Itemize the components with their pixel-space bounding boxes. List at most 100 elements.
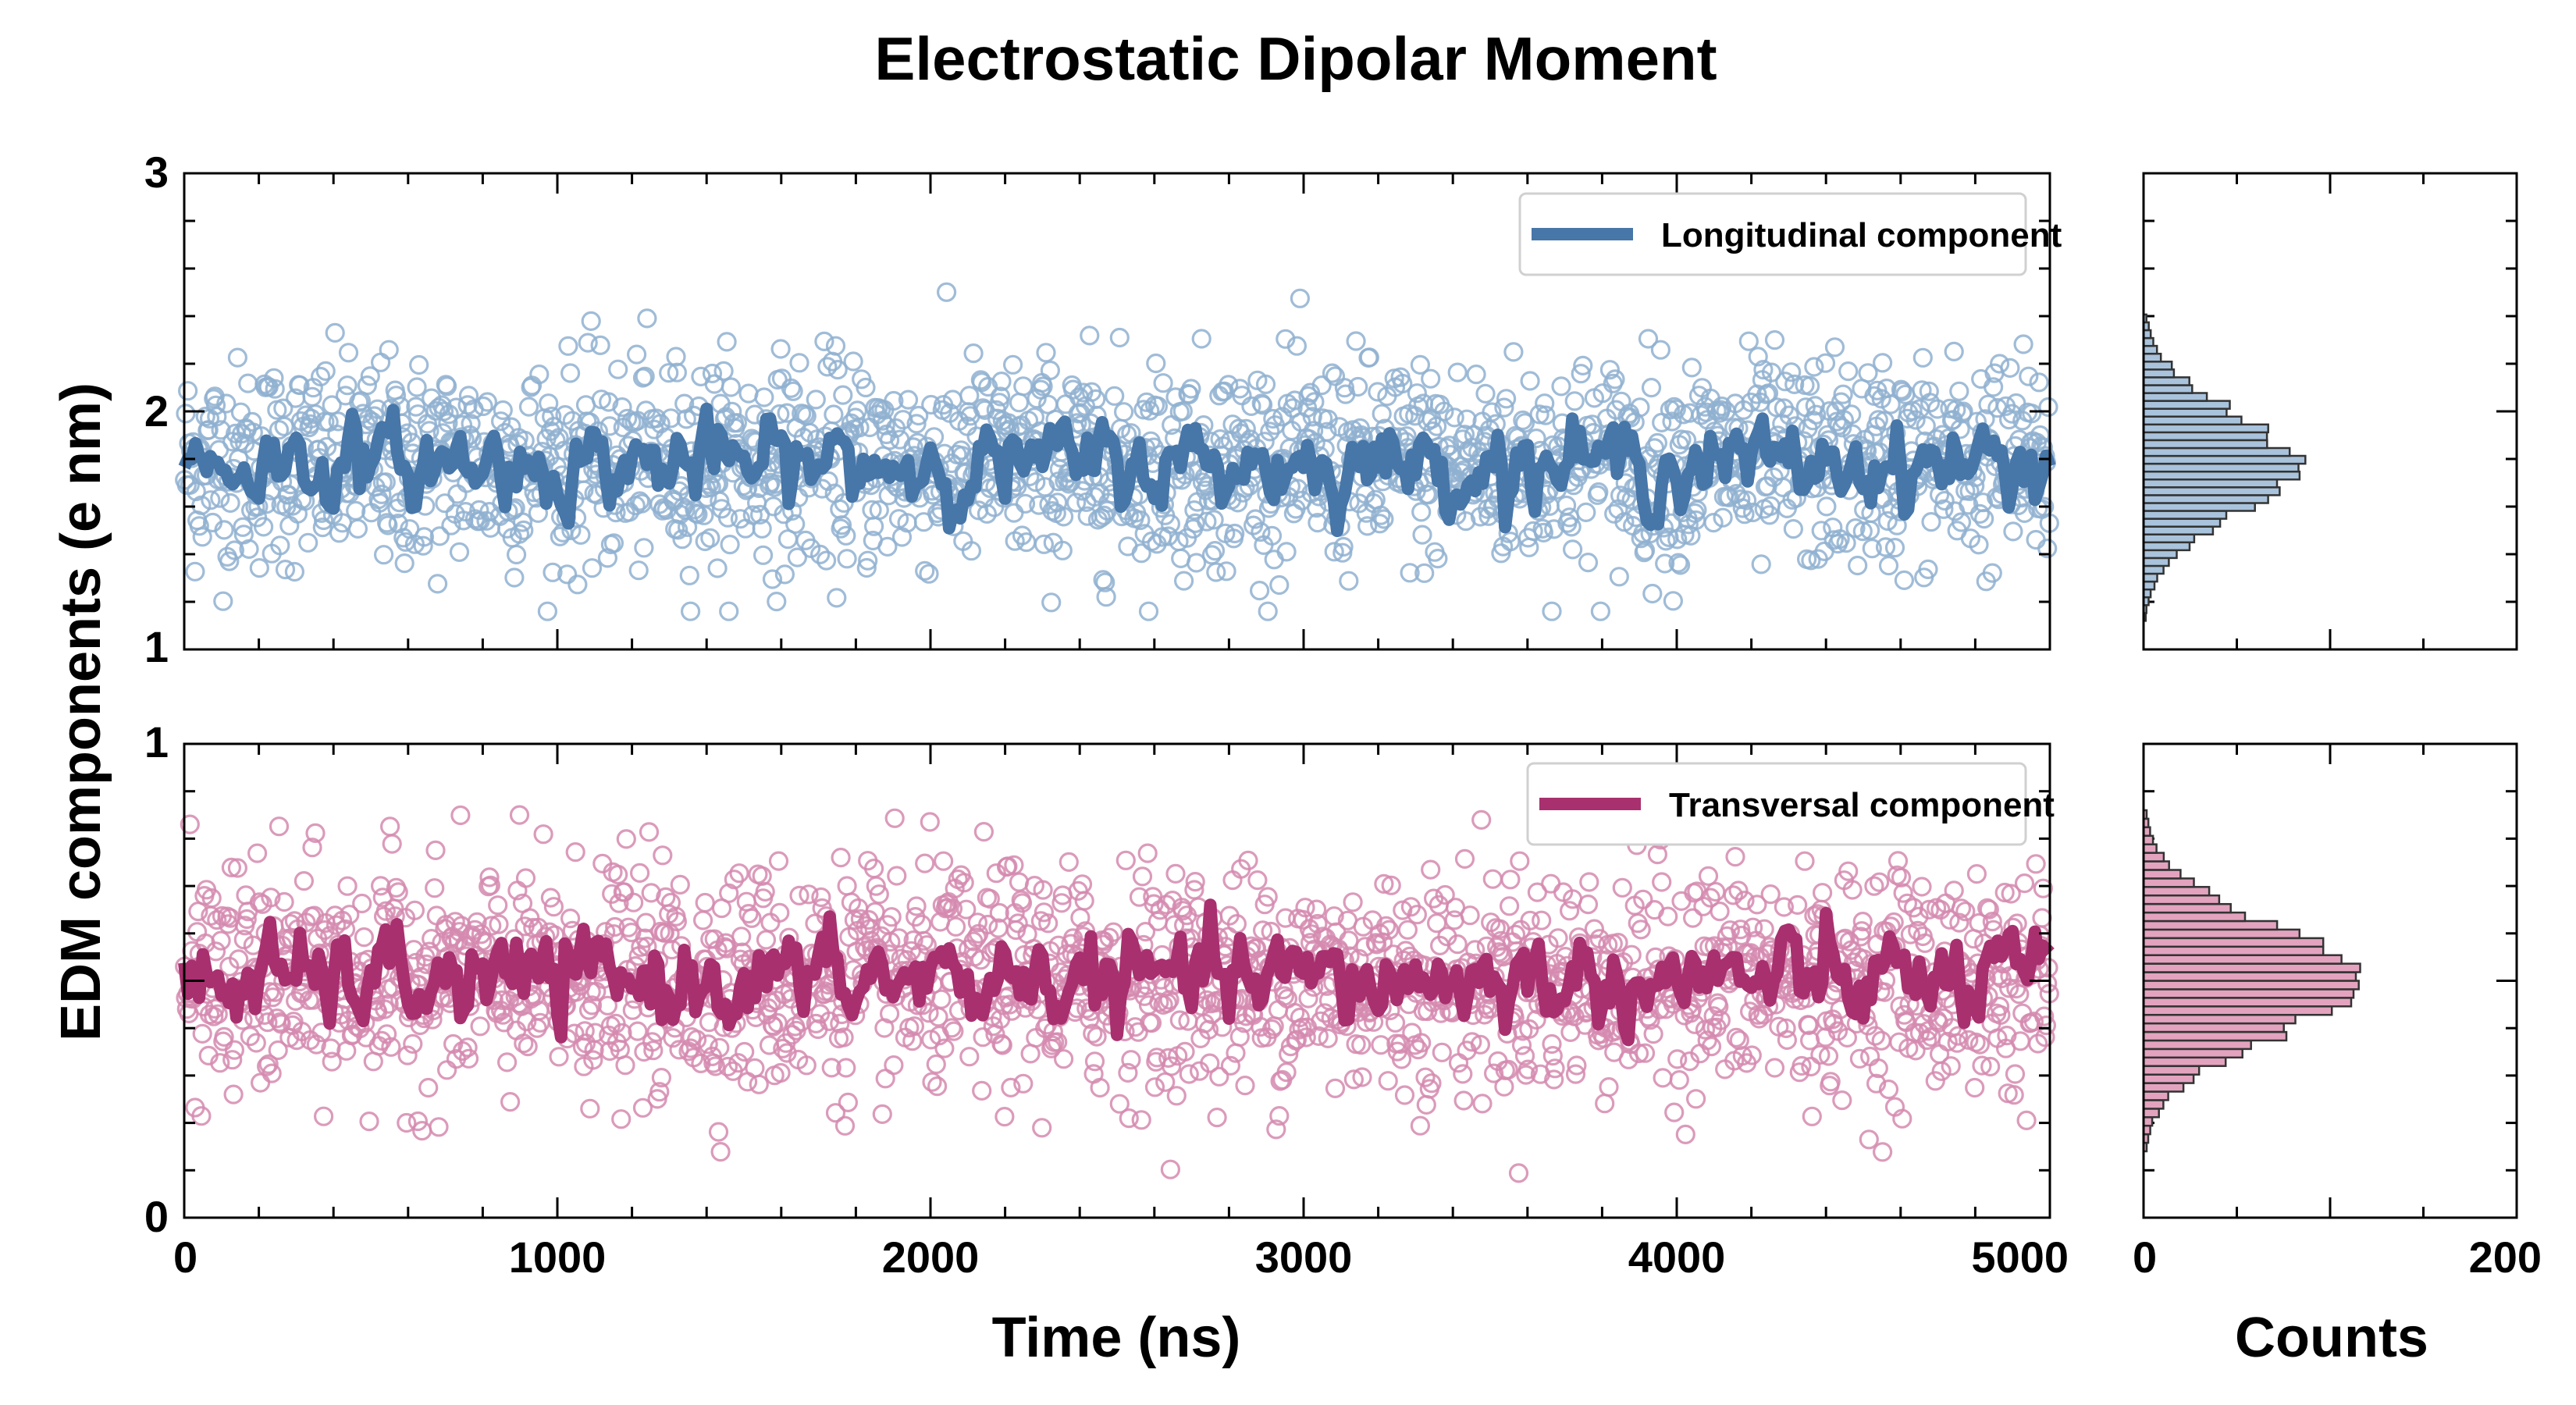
longitudinal-point	[224, 540, 244, 560]
longitudinal-point	[1677, 430, 1697, 450]
transversal-point	[1471, 809, 1492, 831]
transversal-point	[1059, 852, 1079, 873]
longitudinal-hist-bar	[2142, 541, 2191, 552]
transversal-point	[1517, 1059, 1539, 1080]
transversal-point	[1884, 912, 1904, 933]
longitudinal-point	[783, 381, 803, 401]
transversal-point	[1084, 1051, 1105, 1072]
transversal-point	[1229, 1026, 1250, 1047]
transversal-hist-bar	[2142, 843, 2158, 854]
transversal-point	[1788, 895, 1808, 916]
longitudinal-point	[668, 520, 688, 540]
transversal-point	[1912, 877, 1932, 897]
longitudinal-point	[1225, 523, 1245, 544]
transversal-point	[967, 912, 988, 933]
transversal-point	[191, 1106, 212, 1126]
transversal-point	[1308, 1026, 1329, 1047]
transversal-point	[1374, 873, 1394, 895]
time-tick-label: 1000	[509, 1232, 607, 1282]
longitudinal-point	[1359, 347, 1379, 368]
transversal-point	[1099, 927, 1119, 948]
longitudinal-point	[1407, 383, 1428, 404]
longitudinal-point	[1656, 531, 1676, 551]
longitudinal-point	[754, 387, 774, 407]
longitudinal-point	[1576, 502, 1596, 523]
transversal-point	[1754, 919, 1774, 939]
transversal-point	[1713, 937, 1733, 958]
transversal-point	[609, 893, 629, 913]
transversal-point	[1308, 913, 1328, 934]
transversal-point	[1612, 877, 1632, 898]
longitudinal-point	[1535, 393, 1555, 414]
longitudinal-point	[909, 405, 929, 426]
transversal-point	[1482, 869, 1503, 889]
longitudinal-point	[787, 547, 808, 567]
transversal-point	[735, 1041, 755, 1062]
longitudinal-point	[849, 418, 870, 438]
longitudinal-point	[1286, 336, 1308, 356]
transversal-point	[1979, 899, 1999, 919]
transversal-point	[1226, 913, 1247, 934]
transversal-point	[1909, 906, 1929, 927]
longitudinal-point	[1421, 368, 1441, 389]
longitudinal-point	[537, 601, 558, 621]
transversal-point	[229, 949, 249, 969]
transversal-point	[1290, 1007, 1311, 1028]
transversal-point	[1020, 1044, 1041, 1064]
transversal-hist-bar	[2142, 988, 2355, 999]
transversal-point	[397, 1045, 418, 1065]
longitudinal-point	[1571, 364, 1591, 384]
transversal-point	[221, 857, 241, 878]
transversal-point	[1595, 1094, 1615, 1114]
longitudinal-point	[869, 500, 889, 521]
transversal-point	[1371, 1035, 1391, 1055]
transversal-point	[306, 1034, 326, 1055]
transversal-point	[578, 1000, 600, 1020]
longitudinal-point	[1004, 503, 1024, 523]
longitudinal-hist-bar	[2142, 384, 2194, 394]
longitudinal-point	[550, 526, 570, 547]
transversal-point	[207, 909, 227, 930]
transversal-hist-bar	[2142, 971, 2357, 982]
transversal-point	[902, 1031, 923, 1051]
transversal-point	[1742, 1045, 1762, 1065]
transversal-point	[1431, 1003, 1451, 1023]
longitudinal-point	[1542, 601, 1562, 621]
transversal-point	[2001, 884, 2021, 904]
longitudinal-y-tick-label: 1	[144, 622, 169, 671]
transversal-point	[397, 1112, 417, 1133]
transversal-point	[305, 823, 326, 844]
transversal-point	[1520, 910, 1540, 930]
transversal-point	[315, 919, 335, 941]
transversal-point	[1356, 1012, 1376, 1033]
transversal-point	[352, 893, 372, 914]
longitudinal-point	[1374, 509, 1394, 529]
longitudinal-point	[827, 360, 848, 380]
transversal-point	[583, 1050, 603, 1070]
longitudinal-point	[590, 335, 610, 355]
longitudinal-point	[1290, 288, 1311, 308]
transversal-point	[884, 808, 905, 828]
longitudinal-point	[921, 394, 941, 415]
transversal-point	[208, 1004, 228, 1024]
transversal-point	[1498, 1059, 1518, 1080]
longitudinal-point	[713, 361, 734, 381]
longitudinal-point	[674, 393, 695, 414]
transversal-point	[240, 1026, 260, 1047]
longitudinal-hist-bar	[2142, 486, 2281, 496]
longitudinal-point	[1185, 513, 1205, 534]
transversal-point	[1238, 850, 1258, 871]
transversal-point	[1118, 1062, 1138, 1083]
transversal-hist-bar	[2142, 911, 2247, 923]
transversal-point	[1873, 1142, 1893, 1162]
longitudinal-point	[634, 538, 654, 558]
longitudinal-point	[477, 392, 498, 412]
longitudinal-point	[700, 528, 720, 548]
longitudinal-point	[1892, 381, 1912, 402]
transversal-point	[1618, 1049, 1638, 1069]
longitudinal-point	[1758, 383, 1779, 404]
longitudinal-hist-bar	[2142, 344, 2158, 355]
transversal-point	[1514, 1046, 1535, 1066]
transversal-point	[1941, 1056, 1961, 1076]
longitudinal-point	[599, 392, 619, 412]
